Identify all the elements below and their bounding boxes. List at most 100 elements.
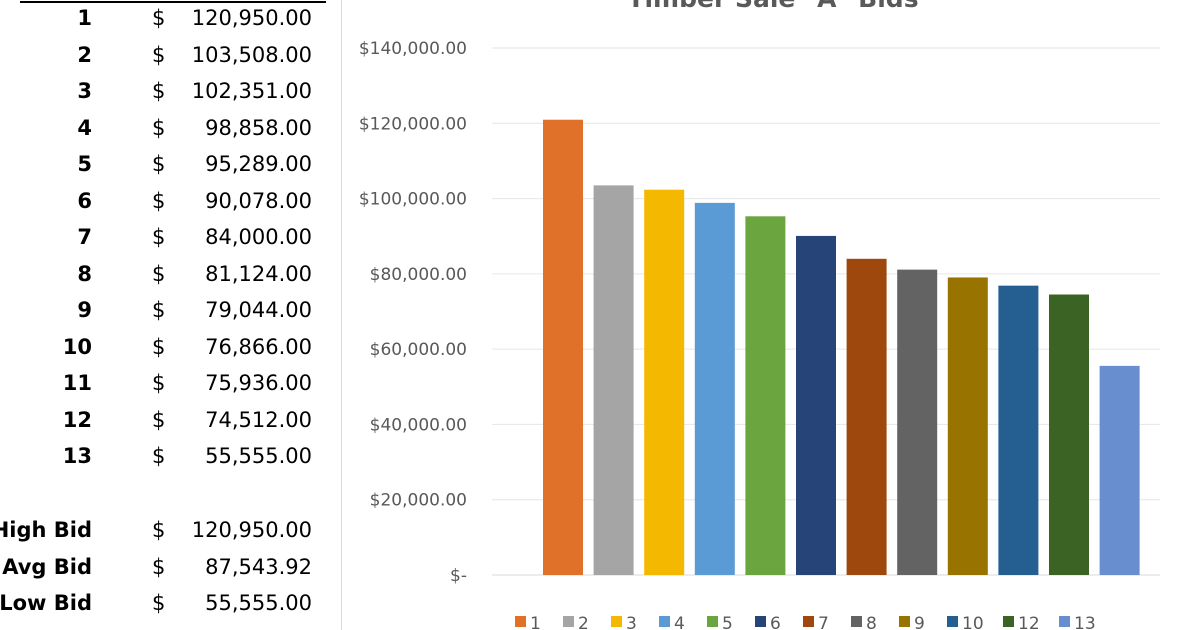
legend-swatch-13 [1059, 616, 1070, 627]
summary-row-label: Low Bid [0, 591, 92, 615]
legend-label-12: 12 [1018, 614, 1040, 630]
bar-7 [846, 258, 887, 575]
legend-swatch-12 [1003, 616, 1014, 627]
bid-row: 2 $103,508.00 [0, 43, 330, 79]
legend-swatch-10 [947, 616, 958, 627]
bid-row-label: 3 [77, 79, 92, 103]
bid-row-label: 6 [77, 188, 92, 213]
bid-row-currency: $ [152, 6, 166, 30]
bid-row: 11 $75,936.00 [0, 371, 330, 407]
bid-row-currency: $ [152, 334, 166, 359]
legend-swatch-5 [707, 616, 718, 627]
bid-row-label: 5 [77, 152, 92, 176]
bar-13 [1099, 365, 1140, 575]
bid-row-value: 84,000.00 [205, 225, 312, 249]
bid-row: 12 $74,512.00 [0, 408, 330, 444]
bid-row-currency: $ [152, 188, 166, 213]
summary-row: Low Bid $55,555.00 [0, 591, 330, 627]
legend-swatch-3 [611, 616, 622, 627]
summary-row: Avg Bid $87,543.92 [0, 555, 330, 591]
legend-label-1: 1 [530, 614, 541, 630]
legend-swatch-6 [755, 616, 766, 627]
bid-row-value: 102,351.00 [191, 79, 312, 103]
legend-swatch-1 [515, 616, 526, 627]
bid-row: 6 $90,078.00 [0, 189, 330, 225]
bid-row-label: 11 [62, 371, 92, 395]
summary-row-value: 120,950.00 [191, 518, 312, 542]
bar-9 [947, 277, 988, 575]
bid-row: 5 $95,289.00 [0, 152, 330, 188]
bid-row-value: 76,866.00 [205, 334, 312, 359]
y-tick-label: $40,000.00 [370, 415, 467, 435]
bid-row-value: 98,858.00 [205, 115, 312, 140]
bid-row-label: 7 [77, 225, 92, 249]
bid-row-currency: $ [152, 298, 166, 322]
bid-row-value: 120,950.00 [191, 6, 312, 30]
legend-label-6: 6 [770, 614, 781, 630]
bid-row-label: 10 [62, 334, 92, 359]
bid-row-currency: $ [152, 261, 166, 286]
legend-swatch-9 [899, 616, 910, 627]
bid-row-value: 79,044.00 [205, 298, 312, 322]
y-tick-label: $100,000.00 [359, 190, 467, 210]
legend-label-4: 4 [674, 614, 685, 630]
legend-label-3: 3 [626, 614, 637, 630]
summary-row-label: Avg Bid [2, 554, 92, 579]
chart-title: Timber Sale "A" Bids [627, 0, 918, 13]
column-divider [341, 0, 342, 630]
legend-swatch-7 [803, 616, 814, 627]
bid-row: 13 $55,555.00 [0, 444, 330, 480]
bid-row-label: 13 [62, 444, 92, 468]
bar-4 [694, 202, 735, 575]
summary-row-value: 87,543.92 [205, 554, 312, 579]
bid-row-value: 103,508.00 [191, 42, 312, 67]
summary-row-value: 55,555.00 [205, 591, 312, 615]
bid-row-currency: $ [152, 444, 166, 468]
legend-label-13: 13 [1074, 614, 1096, 630]
y-tick-label: $- [450, 566, 467, 586]
bid-row-label: 4 [77, 115, 92, 140]
bid-row: 3 $102,351.00 [0, 79, 330, 115]
bar-5 [745, 216, 786, 575]
legend-label-9: 9 [914, 614, 925, 630]
bid-row-label: 1 [77, 6, 92, 30]
bid-row: 10 $76,866.00 [0, 335, 330, 371]
legend-label-7: 7 [818, 614, 829, 630]
summary-row-currency: $ [152, 554, 166, 579]
bid-row-value: 95,289.00 [205, 152, 312, 176]
bid-row-value: 75,936.00 [205, 371, 312, 395]
legend-swatch-8 [851, 616, 862, 627]
y-tick-label: $140,000.00 [359, 39, 467, 59]
bid-row: 4 $98,858.00 [0, 116, 330, 152]
bid-row-currency: $ [152, 42, 166, 67]
bar-8 [897, 269, 938, 575]
y-tick-label: $80,000.00 [370, 265, 467, 285]
summary-row-label: High Bid [0, 518, 92, 542]
bid-row-currency: $ [152, 79, 166, 103]
bar-2 [593, 185, 634, 575]
bid-row-currency: $ [152, 115, 166, 140]
bar-3 [644, 189, 685, 575]
legend-label-10: 10 [962, 614, 984, 630]
bar-1 [543, 119, 583, 575]
bid-row-label: 12 [62, 407, 92, 432]
legend-label-2: 2 [578, 614, 589, 630]
y-tick-label: $120,000.00 [359, 114, 467, 134]
bid-row-currency: $ [152, 371, 166, 395]
bid-row-label: 8 [77, 261, 92, 286]
y-tick-label: $20,000.00 [370, 491, 467, 511]
legend-swatch-2 [563, 616, 574, 627]
summary-row-currency: $ [152, 518, 166, 542]
bar-6 [796, 235, 836, 576]
bid-row-currency: $ [152, 225, 166, 249]
bar-12 [1049, 294, 1089, 575]
bid-row-value: 55,555.00 [205, 444, 312, 468]
y-tick-label: $60,000.00 [370, 340, 467, 360]
bid-row-label: 9 [77, 298, 92, 322]
bid-row: 9 $79,044.00 [0, 298, 330, 334]
bar-10 [998, 285, 1039, 575]
summary-row: High Bid $120,950.00 [0, 518, 330, 554]
bid-row-value: 81,124.00 [205, 261, 312, 286]
bid-row-label: 2 [77, 42, 92, 67]
